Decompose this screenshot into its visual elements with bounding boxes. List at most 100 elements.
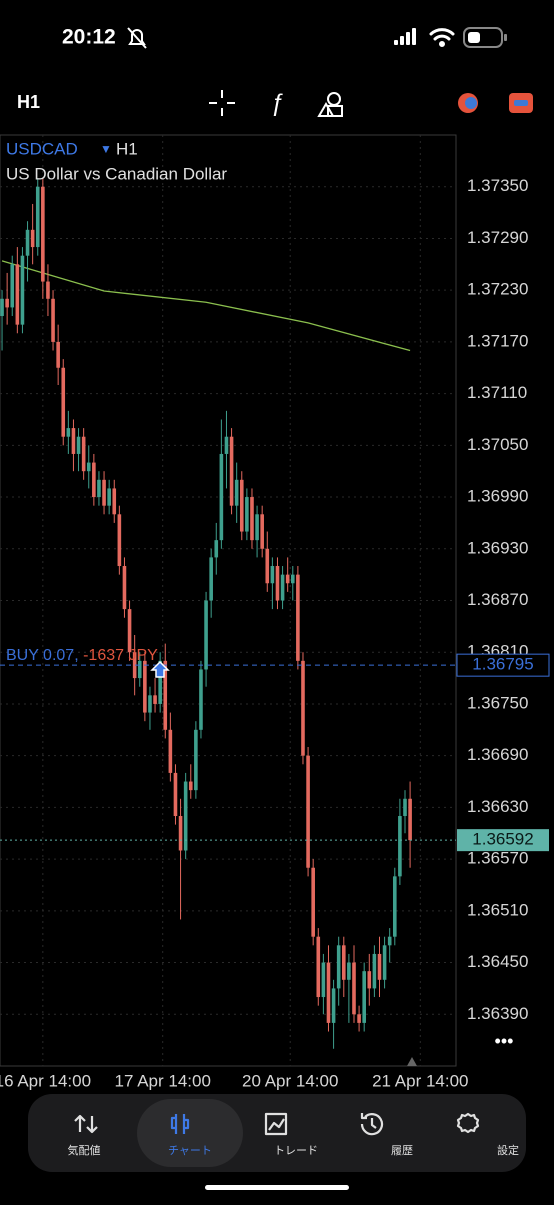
candle-body bbox=[362, 971, 366, 1023]
candle-body bbox=[137, 660, 142, 679]
y-tick-label: 1.37230 bbox=[467, 280, 528, 299]
candle-body bbox=[403, 798, 407, 817]
candle-body bbox=[245, 497, 249, 532]
y-tick-label: 1.36510 bbox=[467, 900, 528, 919]
chart-subtitle: US Dollar vs Canadian Dollar bbox=[6, 164, 227, 183]
x-tick-label: 21 Apr 14:00 bbox=[372, 1071, 468, 1090]
tab-label[interactable]: チャート bbox=[168, 1144, 212, 1157]
candle-body bbox=[387, 936, 392, 946]
mute-icon bbox=[127, 27, 147, 49]
tab-label[interactable]: 履歴 bbox=[391, 1144, 413, 1157]
more-button[interactable]: ••• bbox=[495, 1031, 514, 1051]
candle-body bbox=[352, 962, 356, 1015]
candle-body bbox=[30, 229, 35, 248]
candle-body bbox=[127, 609, 132, 653]
candle-body bbox=[209, 557, 213, 601]
candle-body bbox=[408, 798, 412, 841]
candle-body bbox=[341, 945, 346, 980]
candle-body bbox=[194, 729, 198, 791]
moving-average bbox=[1, 260, 411, 352]
candle-body bbox=[306, 755, 310, 868]
candle-body bbox=[301, 660, 305, 756]
chart-frame bbox=[0, 134, 457, 1067]
y-tick-label: 1.36390 bbox=[467, 1004, 528, 1023]
indicators-button[interactable]: ƒ bbox=[270, 89, 283, 116]
timeframe-button[interactable]: H1 bbox=[17, 92, 40, 112]
candle-body bbox=[204, 600, 208, 670]
candle-body bbox=[51, 298, 55, 342]
candle-body bbox=[296, 574, 300, 661]
candle-body bbox=[377, 953, 382, 980]
tab-icon[interactable] bbox=[360, 1113, 384, 1136]
y-tick-label: 1.36570 bbox=[467, 849, 528, 868]
y-tick-label: 1.37170 bbox=[467, 331, 528, 350]
tab-label[interactable]: 気配値 bbox=[68, 1143, 101, 1157]
trade-icon[interactable] bbox=[509, 93, 533, 113]
candle-body bbox=[76, 436, 81, 454]
candle-body bbox=[132, 652, 137, 679]
candle-body bbox=[382, 945, 387, 980]
candle-body bbox=[357, 1014, 361, 1023]
candle-body bbox=[392, 876, 397, 937]
y-tick-label: 1.36930 bbox=[467, 538, 528, 557]
tab-icon[interactable] bbox=[74, 1114, 98, 1134]
x-tick-label: 17 Apr 14:00 bbox=[115, 1071, 211, 1090]
status-time: 20:12 bbox=[62, 26, 116, 49]
crosshair-button[interactable] bbox=[209, 90, 235, 116]
candle-body bbox=[66, 428, 71, 437]
candle-body bbox=[41, 186, 45, 282]
buy-marker bbox=[150, 660, 170, 678]
tab-icon[interactable] bbox=[264, 1112, 288, 1136]
y-tick-label: 1.37290 bbox=[467, 228, 528, 247]
candle-body bbox=[56, 341, 60, 368]
candle-body bbox=[347, 962, 351, 980]
candle-body bbox=[15, 264, 20, 325]
candle-body bbox=[92, 462, 96, 498]
plot bbox=[0, 135, 456, 1066]
candle-body bbox=[239, 479, 244, 532]
chart-shift-marker bbox=[407, 1057, 417, 1066]
current-price-label: 1.36592 bbox=[472, 830, 533, 849]
y-tick-label: 1.37350 bbox=[467, 176, 528, 195]
account-icon[interactable] bbox=[458, 93, 478, 113]
candle-body bbox=[10, 264, 15, 308]
candle-body bbox=[214, 540, 219, 558]
candle-body bbox=[81, 436, 86, 472]
tab-label[interactable]: 設定 bbox=[497, 1143, 519, 1157]
candle-body bbox=[158, 660, 162, 704]
candle-body bbox=[229, 436, 234, 506]
candle-body bbox=[168, 729, 173, 773]
candle-body bbox=[367, 971, 372, 989]
y-tick-label: 1.36990 bbox=[467, 487, 528, 506]
candle-body bbox=[398, 816, 402, 877]
candle-body bbox=[35, 186, 40, 248]
candle-body bbox=[255, 514, 259, 541]
tab-icon[interactable] bbox=[456, 1112, 480, 1134]
symbol-dropdown[interactable]: ▼ bbox=[100, 142, 112, 156]
y-tick-label: 1.36630 bbox=[467, 797, 528, 816]
candle-body bbox=[280, 574, 285, 601]
candle-body bbox=[224, 436, 229, 454]
tab-label[interactable]: トレード bbox=[274, 1145, 318, 1157]
candle-body bbox=[86, 462, 91, 472]
candle-body bbox=[270, 566, 275, 584]
y-tick-label: 1.36750 bbox=[467, 693, 528, 712]
candle-body bbox=[117, 514, 122, 567]
tab-icon[interactable] bbox=[170, 1114, 190, 1134]
y-tick-label: 1.36870 bbox=[467, 590, 528, 609]
candle-body bbox=[260, 514, 264, 549]
chart-symbol[interactable]: USDCAD bbox=[6, 139, 78, 158]
candle-body bbox=[97, 479, 101, 498]
signal-icon bbox=[394, 28, 416, 45]
tab-selected-bg bbox=[137, 1099, 243, 1167]
candle-body bbox=[102, 479, 106, 506]
candle-body bbox=[122, 566, 127, 610]
y-tick-label: 1.36450 bbox=[467, 952, 528, 971]
candle-body bbox=[143, 660, 147, 713]
candle-body bbox=[153, 695, 157, 704]
candle-body bbox=[61, 367, 66, 437]
objects-button[interactable] bbox=[317, 92, 343, 117]
y-tick-label: 1.37050 bbox=[467, 435, 528, 454]
